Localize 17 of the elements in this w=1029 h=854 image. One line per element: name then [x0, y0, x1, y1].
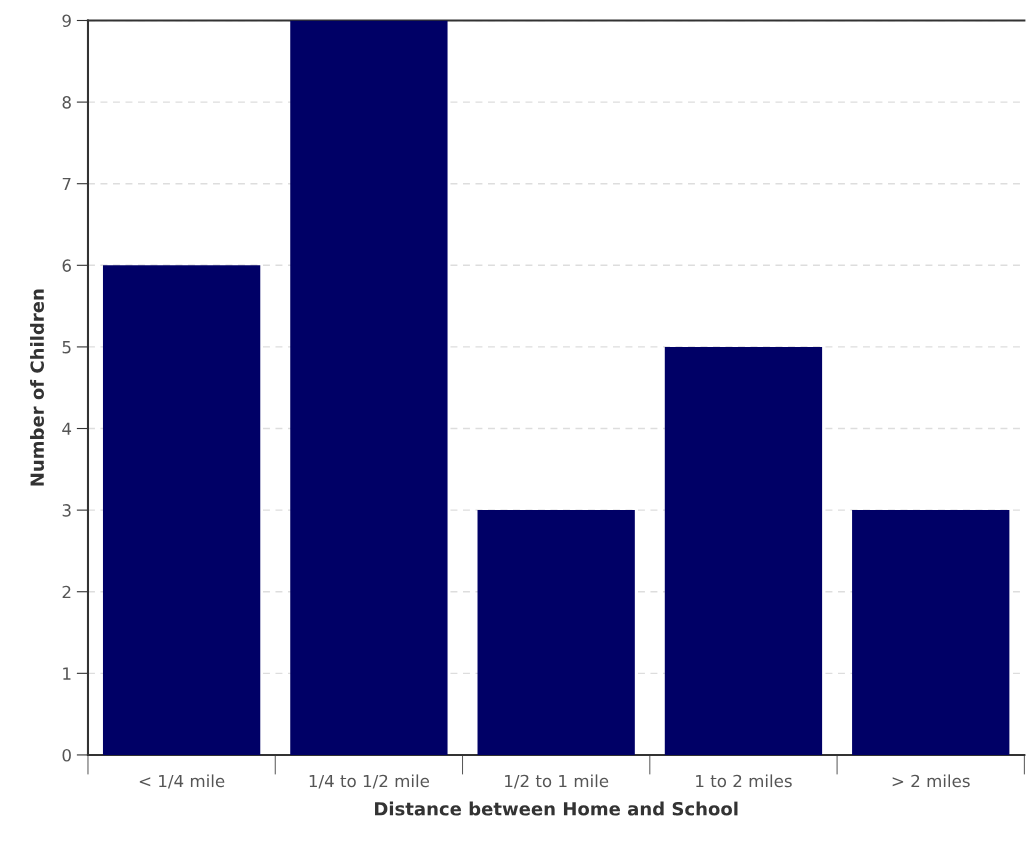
y-tick-label: 9 [62, 14, 71, 28]
y-tick-label: 4 [62, 422, 72, 435]
x-tick-label: > 2 miles [892, 774, 970, 788]
y-axis-title: Number of Children [30, 289, 45, 486]
x-tick-label: 1/2 to 1 mile [505, 774, 609, 789]
y-tick-label: 0 [62, 748, 71, 762]
y-tick-label: 1 [63, 667, 71, 680]
x-tick-label: 1/4 to 1/2 mile [309, 774, 430, 789]
x-tick-label: 1 to 2 miles [696, 774, 792, 788]
y-tick-label: 8 [62, 96, 71, 109]
y-tick-label: 3 [62, 504, 71, 517]
y-tick-label: 6 [62, 259, 71, 272]
y-tick-label: 5 [62, 341, 71, 354]
x-axis-title: Distance between Home and School [375, 801, 738, 816]
y-tick-label: 7 [62, 177, 71, 191]
y-tick-label: 2 [62, 585, 71, 599]
x-tick-label: < 1/4 mile [139, 774, 225, 789]
